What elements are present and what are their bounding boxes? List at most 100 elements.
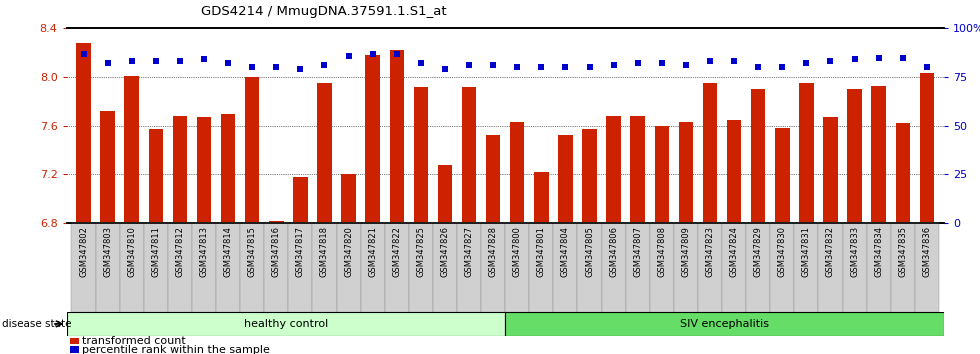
Bar (409, 223, 433, 312)
Point (558, 64, 573, 70)
Point (365, 51, 380, 56)
Bar (96, 223, 120, 312)
Bar (775, 128, 790, 223)
Text: GSM347802: GSM347802 (79, 226, 88, 276)
Text: GSM347801: GSM347801 (537, 226, 546, 276)
Text: GSM347817: GSM347817 (296, 226, 305, 277)
Text: GSM347808: GSM347808 (658, 226, 666, 277)
Bar (506, 223, 529, 312)
Bar (270, 221, 283, 223)
Bar (795, 223, 818, 312)
Bar (866, 223, 891, 312)
Bar (534, 172, 549, 223)
Point (244, 64, 260, 70)
Bar (288, 223, 313, 312)
Bar (486, 135, 501, 223)
Text: GSM347828: GSM347828 (489, 226, 498, 277)
Point (678, 62, 694, 68)
Text: GDS4214 / MmugDNA.37591.1.S1_at: GDS4214 / MmugDNA.37591.1.S1_at (201, 5, 446, 18)
Point (148, 58, 164, 64)
Text: GSM347818: GSM347818 (319, 226, 329, 277)
Text: GSM347811: GSM347811 (151, 226, 161, 276)
Point (774, 64, 790, 70)
Bar (727, 120, 741, 223)
Bar (703, 83, 717, 223)
Bar (120, 223, 144, 312)
Bar (506, 312, 944, 336)
Bar (144, 223, 168, 312)
Point (317, 62, 332, 68)
Point (654, 61, 669, 66)
Bar (265, 223, 288, 312)
Bar (848, 89, 861, 223)
Bar (172, 116, 187, 223)
Bar (313, 223, 336, 312)
Bar (799, 83, 813, 223)
Point (269, 64, 284, 70)
Bar (770, 223, 795, 312)
Bar (630, 116, 645, 223)
Bar (919, 73, 934, 223)
Bar (361, 223, 385, 312)
Bar (891, 223, 914, 312)
Text: GSM347836: GSM347836 (922, 226, 931, 277)
Point (726, 58, 742, 64)
Text: GSM347832: GSM347832 (826, 226, 835, 277)
Text: healthy control: healthy control (244, 319, 328, 329)
Point (510, 64, 525, 70)
Point (847, 57, 862, 62)
Text: GSM347830: GSM347830 (778, 226, 787, 277)
Text: GSM347827: GSM347827 (465, 226, 473, 277)
Bar (582, 129, 597, 223)
Bar (529, 223, 554, 312)
Text: GSM347803: GSM347803 (103, 226, 112, 277)
Point (123, 58, 139, 64)
Text: GSM347821: GSM347821 (368, 226, 377, 276)
Point (485, 62, 501, 68)
Bar (481, 223, 506, 312)
Point (75, 51, 91, 56)
Text: GSM347820: GSM347820 (344, 226, 353, 276)
Point (341, 53, 357, 58)
Bar (457, 223, 481, 312)
Point (630, 61, 646, 66)
Text: GSM347800: GSM347800 (513, 226, 521, 276)
Text: GSM347814: GSM347814 (223, 226, 232, 276)
Point (389, 51, 405, 56)
Text: transformed count: transformed count (82, 336, 186, 346)
Point (871, 55, 887, 60)
Bar (650, 223, 674, 312)
Bar (245, 77, 260, 223)
Bar (823, 117, 838, 223)
Bar (438, 165, 452, 223)
Bar (914, 223, 939, 312)
Bar (149, 129, 163, 223)
Text: GSM347810: GSM347810 (127, 226, 136, 276)
Bar (124, 76, 139, 223)
Bar (389, 50, 404, 223)
Text: SIV encephalitis: SIV encephalitis (680, 319, 769, 329)
Point (462, 62, 477, 68)
Text: GSM347812: GSM347812 (175, 226, 184, 276)
Bar (385, 223, 409, 312)
Bar (602, 223, 625, 312)
Bar (72, 223, 96, 312)
Bar (577, 223, 602, 312)
Text: percentile rank within the sample: percentile rank within the sample (82, 345, 270, 354)
Point (196, 57, 212, 62)
Point (751, 64, 766, 70)
Bar (607, 116, 621, 223)
Bar (896, 123, 910, 223)
Text: GSM347833: GSM347833 (850, 226, 859, 277)
Text: GSM347824: GSM347824 (729, 226, 739, 276)
Bar (240, 223, 265, 312)
Text: GSM347804: GSM347804 (561, 226, 570, 276)
Bar (554, 223, 577, 312)
Bar (655, 126, 669, 223)
Bar (220, 114, 235, 223)
Bar (192, 223, 216, 312)
Point (413, 61, 428, 66)
Bar (625, 223, 650, 312)
Point (822, 58, 838, 64)
Text: GSM347825: GSM347825 (416, 226, 425, 276)
